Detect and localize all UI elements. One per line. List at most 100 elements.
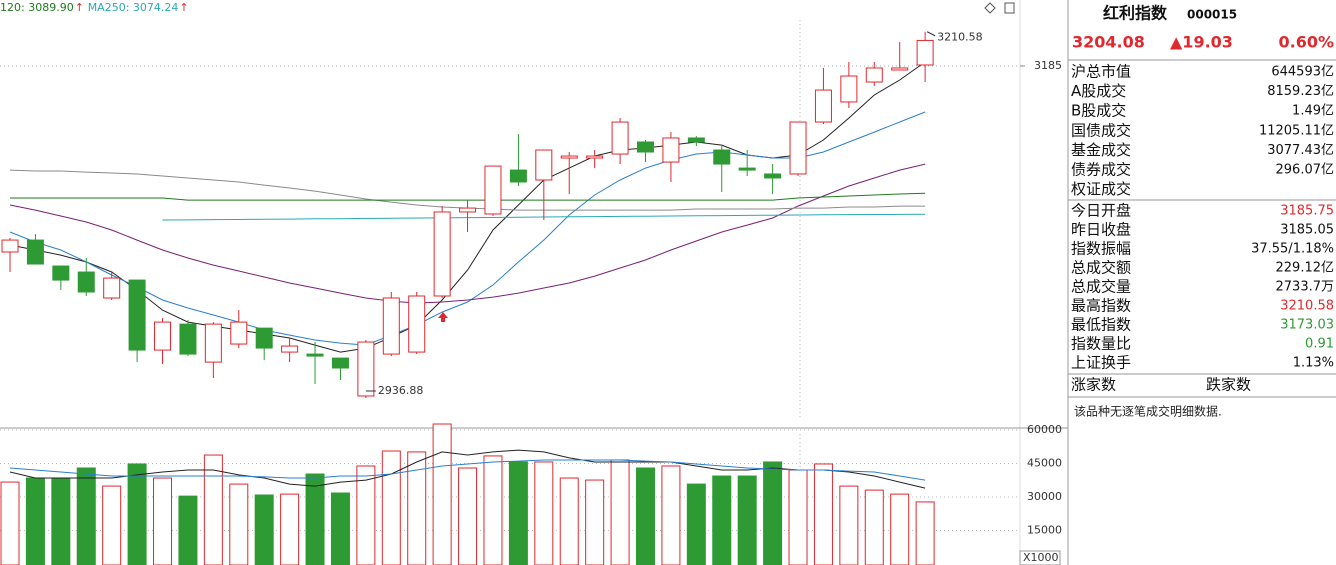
stat-label: 最高指数 [1071, 297, 1131, 315]
volume-bar [661, 465, 681, 565]
candle-body [77, 271, 95, 293]
legend-label: 120: 3089.90 [0, 1, 74, 14]
trade-note: 该品种无逐笔成交明细数据. [1074, 404, 1222, 419]
ma-line [10, 192, 926, 201]
candle-body [230, 321, 248, 345]
high-pointer [926, 31, 936, 37]
volume-bar [508, 461, 528, 565]
volume-bar [559, 477, 579, 565]
candle-body [865, 67, 883, 83]
volume-bar [432, 423, 452, 565]
stat-label: 昨日收盘 [1071, 221, 1131, 239]
candle-body [916, 39, 934, 66]
stat-value: 3185.05 [1280, 223, 1334, 238]
candle-body [509, 169, 527, 183]
candle-body [408, 295, 426, 353]
candle-body [535, 149, 553, 181]
stat-value: 0.91 [1305, 337, 1334, 352]
stat-value: 8159.23亿 [1267, 84, 1334, 99]
candle-body [281, 345, 299, 353]
volume-bar [330, 492, 350, 565]
unit-label: X1000 [1023, 551, 1059, 564]
volume-bar [788, 469, 808, 565]
candle-body [560, 155, 578, 159]
candle-body [128, 279, 146, 351]
stat-label: 总成交量 [1071, 278, 1131, 296]
volume-bar [763, 461, 783, 565]
volume-bar [686, 483, 706, 565]
stat-label: 沪总市值 [1071, 63, 1131, 81]
breadth-label: 跌家数 [1206, 376, 1251, 394]
candle-body [586, 155, 604, 159]
volume-bar [229, 483, 249, 565]
stat-label: 最低指数 [1071, 316, 1131, 334]
legend-arrow: ↑ [179, 1, 188, 14]
candle-body [891, 67, 909, 71]
last-price: 3204.08 [1072, 33, 1145, 52]
y-tick-label: 60000 [1027, 423, 1062, 436]
volume-bar [280, 493, 300, 565]
y-tick-label: 45000 [1027, 457, 1062, 470]
volume-bar [915, 501, 935, 565]
volume-bar [813, 463, 833, 565]
volume-bar [458, 467, 478, 565]
stat-label: A股成交 [1071, 82, 1126, 100]
window-icon[interactable] [1004, 2, 1015, 14]
stat-value: 37.55/1.18% [1251, 242, 1334, 257]
candle-body [611, 121, 629, 155]
volume-bar [737, 475, 757, 565]
low-label: 2936.88 [378, 384, 424, 397]
candle-body [306, 353, 324, 357]
candle-body [789, 121, 807, 175]
stat-value: 3185.75 [1280, 204, 1334, 219]
candle-body [738, 167, 756, 171]
stat-label: 基金成交 [1071, 141, 1131, 159]
y-tick-label: 15000 [1027, 524, 1062, 537]
volume-bar [76, 467, 96, 565]
toggle-icon[interactable] [984, 2, 996, 14]
candle-body [433, 211, 451, 297]
volume-bar [381, 450, 401, 565]
stat-value: 296.07亿 [1276, 163, 1335, 178]
y-tick-label: 3185 [1034, 59, 1062, 72]
volume-ma-line [9, 449, 926, 489]
stat-value: 3077.43亿 [1267, 143, 1334, 158]
volume-bar [356, 465, 376, 565]
stat-value: 3210.58 [1280, 299, 1334, 314]
stat-label: B股成交 [1071, 102, 1126, 120]
candle-body [179, 323, 197, 355]
volume-bar [0, 481, 20, 565]
ma-line [9, 163, 926, 304]
index-code: 000015 [1187, 8, 1237, 22]
volume-bar [864, 489, 884, 565]
candle-body [382, 297, 400, 355]
volume-bar [153, 477, 173, 565]
stat-value: 2733.7万 [1276, 280, 1335, 295]
candle-body [637, 141, 654, 153]
index-name: 红利指数 [1103, 4, 1168, 23]
ma-line [9, 111, 926, 346]
stat-label: 今日开盘 [1071, 202, 1131, 220]
volume-bar [636, 467, 655, 565]
candle-body [840, 75, 858, 103]
stat-label: 国债成交 [1071, 121, 1131, 139]
volume-bar [712, 475, 732, 565]
legend-arrow: ↑ [75, 1, 84, 14]
stat-value: 1.13% [1293, 356, 1334, 371]
volume-bar [127, 463, 147, 565]
stat-value: 644593亿 [1271, 65, 1334, 80]
breadth-label: 涨家数 [1071, 376, 1116, 394]
stat-label: 上证换手 [1071, 354, 1131, 372]
stat-label: 权证成交 [1071, 180, 1131, 198]
volume-bar [254, 494, 274, 565]
candle-body [1, 239, 19, 253]
candle-body [764, 173, 782, 179]
candle-body [154, 321, 172, 351]
volume-bar [178, 495, 198, 565]
candle-body [662, 137, 680, 163]
candle-body [687, 137, 705, 143]
candle-body [103, 277, 121, 299]
stat-label: 总成交额 [1071, 259, 1131, 277]
volume-bar [102, 485, 122, 565]
candle-body [52, 265, 70, 281]
